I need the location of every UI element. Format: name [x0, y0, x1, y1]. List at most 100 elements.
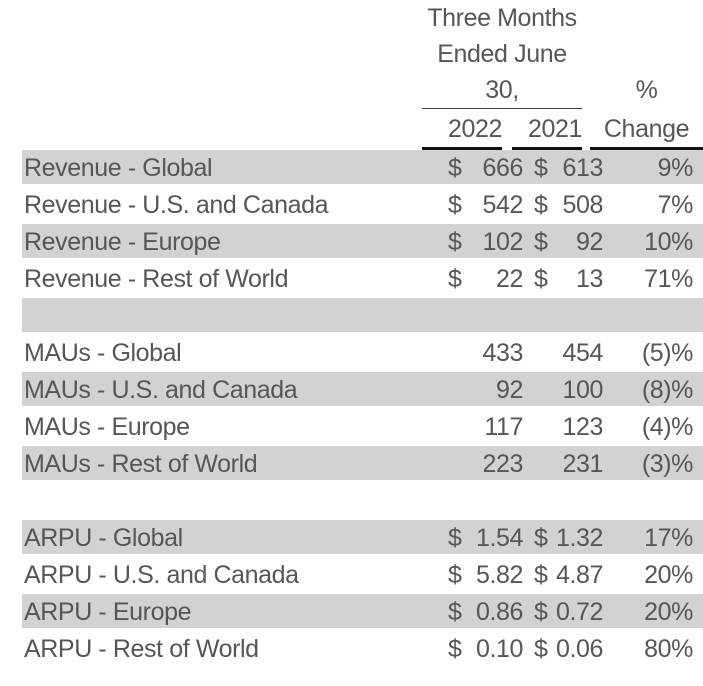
- currency-symbol-2022: $: [448, 598, 462, 626]
- cell-2021: 100: [533, 376, 603, 405]
- value-2022: 5.82: [475, 561, 523, 589]
- value-change: 71%: [644, 265, 693, 293]
- cell-2021: 231: [533, 450, 603, 479]
- currency-symbol-2022: $: [448, 228, 462, 256]
- value-2022: 117: [484, 413, 523, 441]
- spacer-row: [22, 298, 703, 335]
- value-2021: 508: [562, 191, 603, 219]
- row-label: Revenue - Rest of World: [24, 265, 289, 293]
- value-change: 20%: [644, 561, 693, 589]
- column-header-change: Change: [590, 109, 703, 150]
- currency-symbol-2022: $: [448, 154, 462, 182]
- table-row: MAUs - Rest of World 223 231 (3)%: [22, 446, 703, 483]
- cell-2021: 123: [533, 413, 603, 442]
- value-2021: 13: [575, 265, 603, 293]
- row-label: Revenue - U.S. and Canada: [24, 191, 329, 219]
- currency-symbol-2022: $: [448, 561, 462, 589]
- cell-2022: $ 542: [443, 191, 523, 220]
- header-left-spacer: [22, 0, 422, 109]
- value-change: 20%: [644, 598, 693, 626]
- row-label: ARPU - U.S. and Canada: [24, 561, 299, 589]
- percent-header: %: [590, 0, 703, 109]
- value-change: 9%: [657, 154, 694, 182]
- column-headers: 2022 2021 Change: [22, 109, 703, 150]
- table-row: MAUs - Europe 117 123 (4)%: [22, 409, 703, 446]
- value-2021: 454: [562, 339, 603, 367]
- value-change: 17%: [644, 524, 693, 552]
- value-change: (8)%: [641, 376, 694, 404]
- value-2021: 0.06: [555, 635, 603, 663]
- value-2022: 22: [495, 265, 523, 293]
- value-2021: 92: [575, 228, 603, 256]
- cell-2022: $ 5.82: [443, 561, 523, 590]
- cell-2022: 433: [443, 339, 523, 368]
- table-row: MAUs - Global 433 454 (5)%: [22, 335, 703, 372]
- cell-2021: $ 1.32: [533, 524, 603, 553]
- value-2022: 223: [482, 450, 523, 478]
- cell-2022: 117: [443, 413, 523, 442]
- value-2022: 0.10: [475, 635, 523, 663]
- table-row: MAUs - U.S. and Canada 92 100 (8)%: [22, 372, 703, 409]
- currency-symbol-2021: $: [534, 635, 548, 663]
- value-2022: 542: [482, 191, 523, 219]
- currency-symbol-2022: $: [448, 191, 462, 219]
- table-row: ARPU - U.S. and Canada $ 5.82 $ 4.87 20%: [22, 557, 703, 594]
- value-2021: 4.87: [555, 561, 603, 589]
- column-gap: [502, 109, 512, 150]
- table-row: Revenue - Europe $ 102 $ 92 10%: [22, 224, 703, 261]
- cell-2022: $ 0.10: [443, 635, 523, 664]
- value-2021: 0.72: [555, 598, 603, 626]
- period-header: Three Months Ended June 30,: [422, 0, 582, 109]
- currency-symbol-2021: $: [534, 561, 548, 589]
- value-change: (5)%: [641, 339, 694, 367]
- period-line-2: Ended June: [437, 40, 567, 68]
- currency-symbol-2021: $: [534, 265, 548, 293]
- table-row: ARPU - Global $ 1.54 $ 1.32 17%: [22, 520, 703, 557]
- currency-symbol-2021: $: [534, 191, 548, 219]
- cell-2022: $ 22: [443, 265, 523, 294]
- cell-2022: $ 102: [443, 228, 523, 257]
- table-row: Revenue - Global $ 666 $ 613 9%: [22, 150, 703, 187]
- table-row: ARPU - Europe $ 0.86 $ 0.72 20%: [22, 594, 703, 631]
- table-row: ARPU - Rest of World $ 0.10 $ 0.06 80%: [22, 631, 703, 668]
- value-change: (3)%: [641, 450, 694, 478]
- value-2021: 100: [562, 376, 603, 404]
- value-2022: 92: [495, 376, 523, 404]
- currency-symbol-2022: $: [448, 635, 462, 663]
- value-2021: 231: [562, 450, 603, 478]
- table-row: Revenue - U.S. and Canada $ 542 $ 508 7%: [22, 187, 703, 224]
- currency-symbol-2022: $: [448, 524, 462, 552]
- column-header-2022: 2022: [422, 109, 502, 150]
- column-header-2021: 2021: [512, 109, 582, 150]
- financial-metrics-table: Three Months Ended June 30, % 2022 2021 …: [22, 0, 703, 668]
- row-label: ARPU - Rest of World: [24, 635, 259, 663]
- row-label: Revenue - Europe: [24, 228, 221, 256]
- cell-2022: $ 666: [443, 154, 523, 183]
- cell-2022: 92: [443, 376, 523, 405]
- period-line-3: 30,: [485, 76, 519, 104]
- percent-symbol: %: [635, 76, 658, 104]
- column-gap: [582, 0, 590, 109]
- currency-symbol-2021: $: [534, 154, 548, 182]
- cell-2022: $ 0.86: [443, 598, 523, 627]
- currency-symbol-2021: $: [534, 524, 548, 552]
- row-label: MAUs - Rest of World: [24, 450, 258, 478]
- cell-2021: $ 13: [533, 265, 603, 294]
- cell-2021: $ 92: [533, 228, 603, 257]
- cell-2021: 454: [533, 339, 603, 368]
- value-2021: 1.32: [555, 524, 603, 552]
- column-gap: [582, 109, 590, 150]
- row-label: ARPU - Europe: [24, 598, 192, 626]
- value-2022: 666: [482, 154, 523, 182]
- cell-2022: 223: [443, 450, 523, 479]
- currency-symbol-2022: $: [448, 265, 462, 293]
- cell-2022: $ 1.54: [443, 524, 523, 553]
- row-label: Revenue - Global: [24, 154, 213, 182]
- cell-2021: $ 613: [533, 154, 603, 183]
- table-row: Revenue - Rest of World $ 22 $ 13 71%: [22, 261, 703, 298]
- value-2021: 613: [562, 154, 603, 182]
- row-label: MAUs - Europe: [24, 413, 190, 441]
- period-line-1: Three Months: [427, 4, 577, 32]
- value-2021: 123: [562, 413, 603, 441]
- cell-2021: $ 0.06: [533, 635, 603, 664]
